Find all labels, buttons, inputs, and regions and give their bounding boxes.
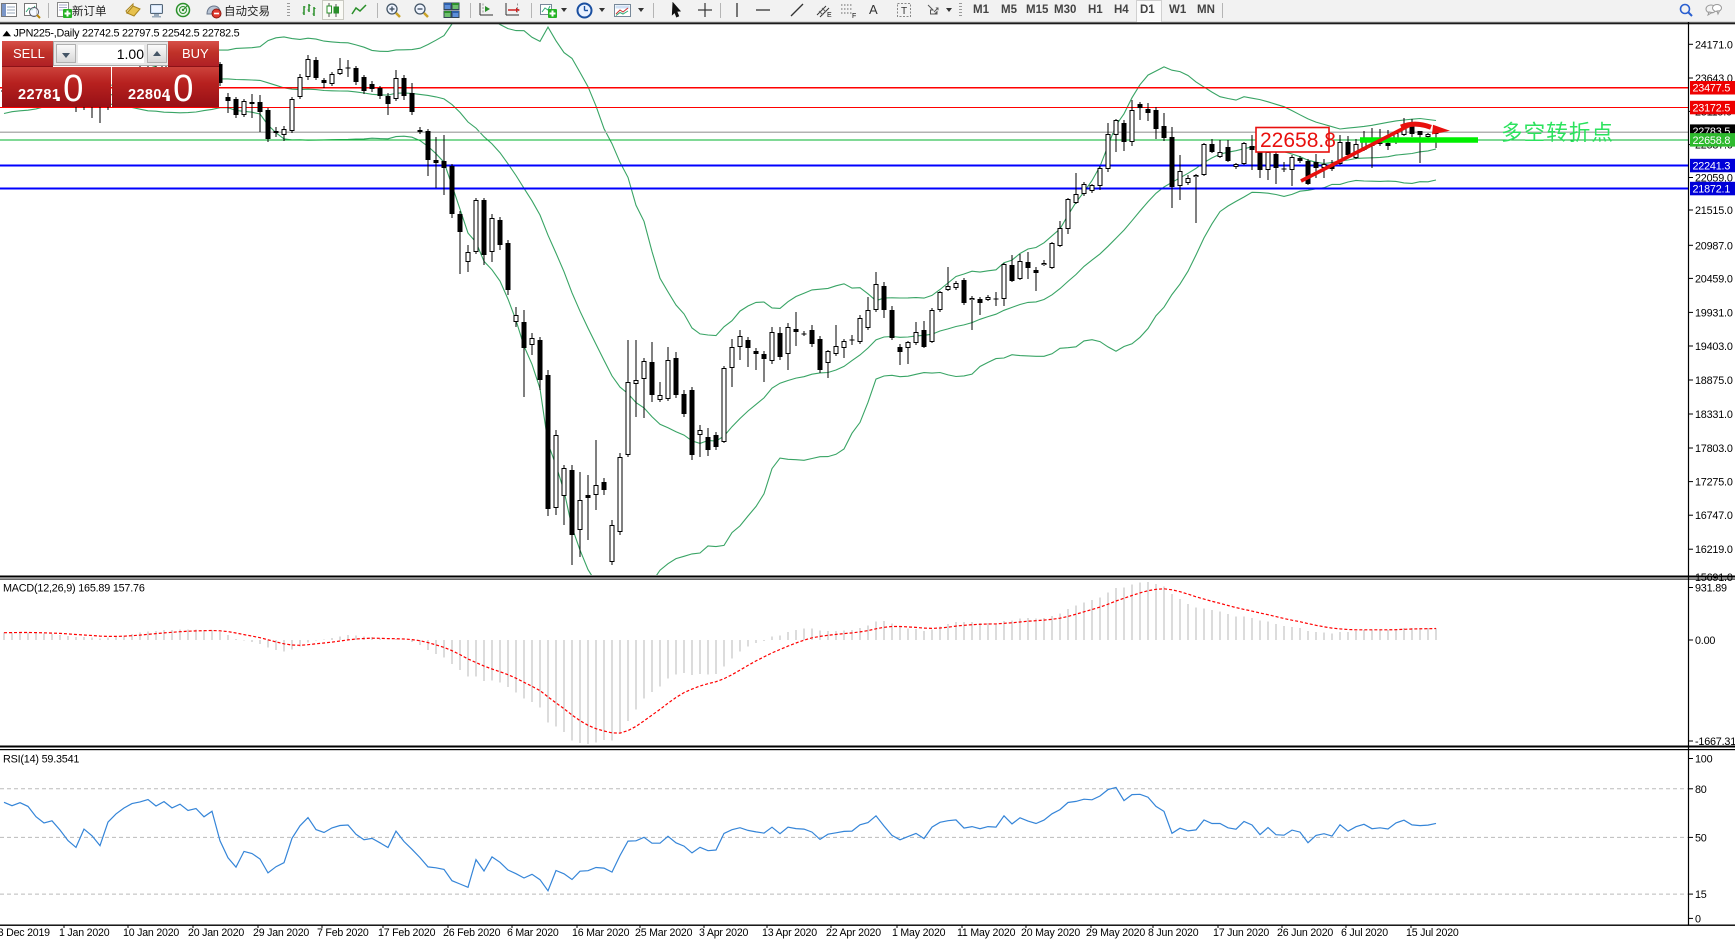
svg-text:15 Jul 2020: 15 Jul 2020: [1406, 927, 1459, 939]
svg-text:22 Apr 2020: 22 Apr 2020: [826, 927, 881, 939]
svg-text:3 Apr 2020: 3 Apr 2020: [699, 927, 749, 939]
svg-text:18331.0: 18331.0: [1695, 409, 1733, 421]
svg-text:17 Feb 2020: 17 Feb 2020: [378, 927, 436, 939]
svg-text:26 Feb 2020: 26 Feb 2020: [443, 927, 501, 939]
svg-text:21872.1: 21872.1: [1693, 184, 1731, 196]
svg-text:T: T: [901, 6, 907, 17]
svg-text:25 Mar 2020: 25 Mar 2020: [635, 927, 693, 939]
svg-text:10 Jan 2020: 10 Jan 2020: [123, 927, 179, 939]
svg-text:15: 15: [1695, 889, 1707, 901]
svg-text:1 May 2020: 1 May 2020: [892, 927, 946, 939]
svg-text:24171.0: 24171.0: [1695, 39, 1733, 51]
svg-text:19931.0: 19931.0: [1695, 307, 1733, 319]
svg-text:17 Jun 2020: 17 Jun 2020: [1213, 927, 1269, 939]
svg-text:7 Feb 2020: 7 Feb 2020: [317, 927, 369, 939]
svg-text:22241.3: 22241.3: [1693, 161, 1731, 173]
svg-text:23172.5: 23172.5: [1693, 103, 1731, 115]
svg-text:6 Mar 2020: 6 Mar 2020: [507, 927, 559, 939]
svg-text:50: 50: [1695, 832, 1707, 844]
svg-text:1 Jan 2020: 1 Jan 2020: [59, 927, 110, 939]
svg-text:0: 0: [1695, 913, 1701, 925]
svg-text:多空转折点: 多空转折点: [1501, 121, 1614, 145]
svg-text:13 Apr 2020: 13 Apr 2020: [762, 927, 817, 939]
svg-text:20459.0: 20459.0: [1695, 273, 1733, 285]
svg-text:MACD(12,26,9) 165.89 157.76: MACD(12,26,9) 165.89 157.76: [3, 583, 145, 595]
svg-text:29 May 2020: 29 May 2020: [1086, 927, 1145, 939]
svg-text:-1667.31: -1667.31: [1695, 736, 1735, 748]
svg-text:931.89: 931.89: [1695, 583, 1727, 595]
svg-text:JPN225-,Daily 22742.5 22797.5: JPN225-,Daily 22742.5 22797.5 22542.5 22…: [14, 27, 240, 39]
svg-text:100: 100: [1695, 754, 1713, 766]
svg-text:16 Mar 2020: 16 Mar 2020: [572, 927, 630, 939]
svg-text:16747.0: 16747.0: [1695, 510, 1733, 522]
svg-text:20 May 2020: 20 May 2020: [1021, 927, 1080, 939]
svg-text:29 Jan 2020: 29 Jan 2020: [253, 927, 309, 939]
svg-text:26 Jun 2020: 26 Jun 2020: [1277, 927, 1333, 939]
svg-text:20987.0: 20987.0: [1695, 240, 1733, 252]
svg-text:21515.0: 21515.0: [1695, 205, 1733, 217]
svg-text:8 Jun 2020: 8 Jun 2020: [1148, 927, 1199, 939]
svg-text:16219.0: 16219.0: [1695, 544, 1733, 556]
svg-text:17803.0: 17803.0: [1695, 443, 1733, 455]
svg-text:17275.0: 17275.0: [1695, 477, 1733, 489]
svg-text:22658.8: 22658.8: [1260, 129, 1336, 152]
svg-text:15691.0: 15691.0: [1695, 572, 1733, 584]
svg-text:11 May 2020: 11 May 2020: [957, 927, 1016, 939]
svg-text:18875.0: 18875.0: [1695, 375, 1733, 387]
svg-text:0.00: 0.00: [1695, 635, 1715, 647]
svg-text:22658.8: 22658.8: [1693, 135, 1731, 147]
svg-text:23 Dec 2019: 23 Dec 2019: [0, 927, 50, 939]
svg-text:20 Jan 2020: 20 Jan 2020: [188, 927, 244, 939]
svg-text:19403.0: 19403.0: [1695, 341, 1733, 353]
svg-text:80: 80: [1695, 784, 1707, 796]
svg-text:22059.0: 22059.0: [1695, 173, 1733, 185]
svg-text:RSI(14) 59.3541: RSI(14) 59.3541: [3, 754, 79, 766]
svg-text:6 Jul 2020: 6 Jul 2020: [1341, 927, 1388, 939]
svg-text:E: E: [827, 12, 832, 19]
svg-text:23477.5: 23477.5: [1693, 83, 1731, 95]
svg-text:F: F: [852, 13, 856, 19]
